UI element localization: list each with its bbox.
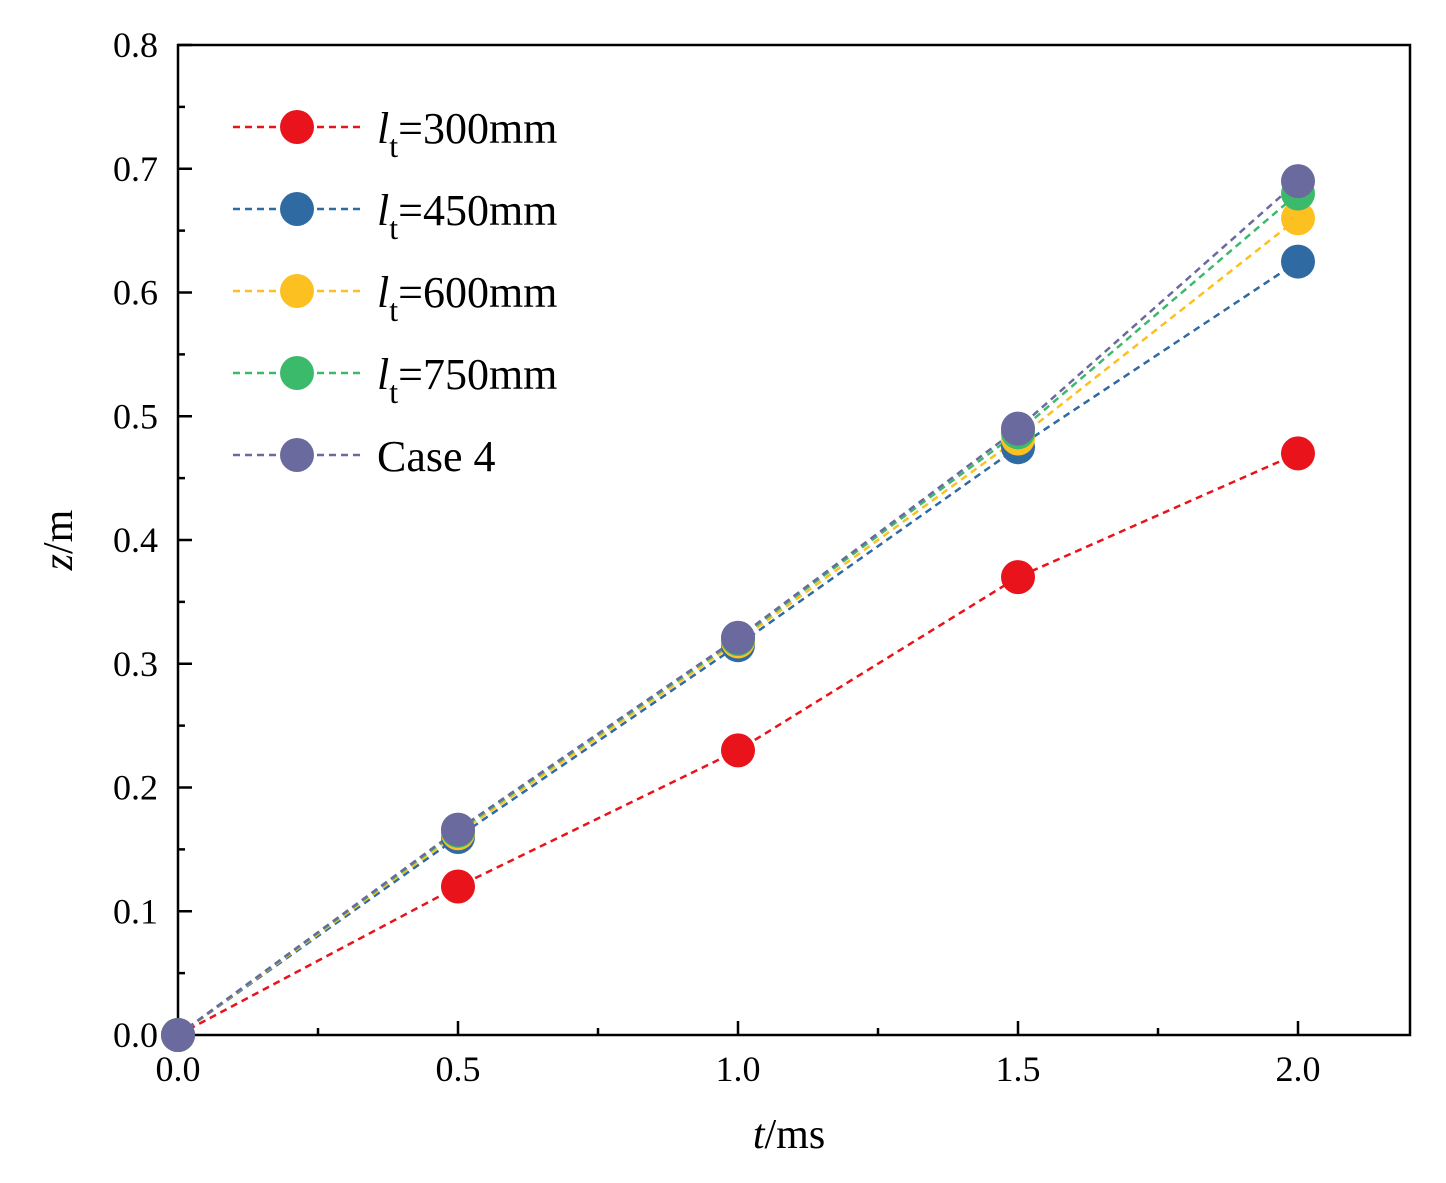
x-axis-title: t/ms <box>753 1112 825 1158</box>
y-tick-label: 0.2 <box>113 768 158 808</box>
legend-label-value: =600mm <box>398 268 557 317</box>
data-point-s2-4 <box>1281 201 1315 236</box>
data-point-s0-2 <box>721 733 755 768</box>
y-tick-label: 0.5 <box>113 396 158 436</box>
legend-label-value: Case 4 <box>377 432 496 481</box>
y-tick-label: 0.6 <box>113 273 158 313</box>
legend-marker-0 <box>280 110 314 144</box>
y-tick-label: 0.0 <box>113 1015 158 1055</box>
series-lines <box>177 180 1299 1037</box>
legend-label-var: l <box>377 186 389 235</box>
legend-marker-3 <box>280 356 314 390</box>
legend-label-value: =450mm <box>398 186 557 235</box>
y-axis: 0.0 0.1 0.2 0.3 0.4 0.5 0.6 0.7 0.8 <box>113 25 192 1055</box>
legend-marker-4 <box>280 438 314 472</box>
legend-marker-2 <box>280 274 314 308</box>
data-point-s4-0 <box>161 1018 195 1052</box>
legend-label-0: lt=300mm <box>377 104 557 164</box>
data-point-s4-1 <box>441 812 475 847</box>
legend-label-sub: t <box>389 128 398 164</box>
data-point-s1-4 <box>1281 244 1315 279</box>
x-tick-label: 0.0 <box>156 1049 201 1089</box>
series-points <box>161 164 1315 1052</box>
legend-label-sub: t <box>389 210 398 246</box>
legend-label-var: l <box>377 350 389 399</box>
series-line-3 <box>177 192 1299 1037</box>
data-point-s0-1 <box>441 869 475 904</box>
x-tick-label: 0.5 <box>436 1049 481 1089</box>
legend-label-1: lt=450mm <box>377 186 557 246</box>
legend-label-value: =300mm <box>398 104 557 153</box>
legend-label-value: =750mm <box>398 350 557 399</box>
legend-label-sub: t <box>389 374 398 410</box>
y-tick-label: 0.1 <box>113 891 158 931</box>
y-tick-label: 0.8 <box>113 25 158 65</box>
x-tick-label: 2.0 <box>1276 1049 1321 1089</box>
x-tick-label: 1.5 <box>996 1049 1041 1089</box>
data-point-s4-2 <box>721 620 755 655</box>
data-point-s0-4 <box>1281 436 1315 471</box>
legend-label-var: l <box>377 104 389 153</box>
x-tick-label: 1.0 <box>716 1049 761 1089</box>
y-tick-label: 0.3 <box>113 644 158 684</box>
y-tick-label: 0.7 <box>113 149 158 189</box>
series-line-4 <box>177 180 1299 1037</box>
legend-label-var: l <box>377 268 389 317</box>
legend-label-sub: t <box>389 292 398 328</box>
plot-frame <box>176 43 1412 1037</box>
legend-label-2: lt=600mm <box>377 268 557 328</box>
x-axis: 0.0 0.5 1.0 1.5 2.0 <box>156 1021 1321 1089</box>
y-axis-title: z/m <box>36 509 82 571</box>
series-line-1 <box>177 260 1299 1037</box>
legend-marker-1 <box>280 192 314 226</box>
data-point-s4-3 <box>1001 411 1035 446</box>
legend-label-3: lt=750mm <box>377 350 557 410</box>
data-point-s4-4 <box>1281 164 1315 199</box>
y-tick-label: 0.4 <box>113 520 158 560</box>
data-point-s0-3 <box>1001 560 1035 595</box>
legend-label-4: Case 4 <box>377 432 496 481</box>
